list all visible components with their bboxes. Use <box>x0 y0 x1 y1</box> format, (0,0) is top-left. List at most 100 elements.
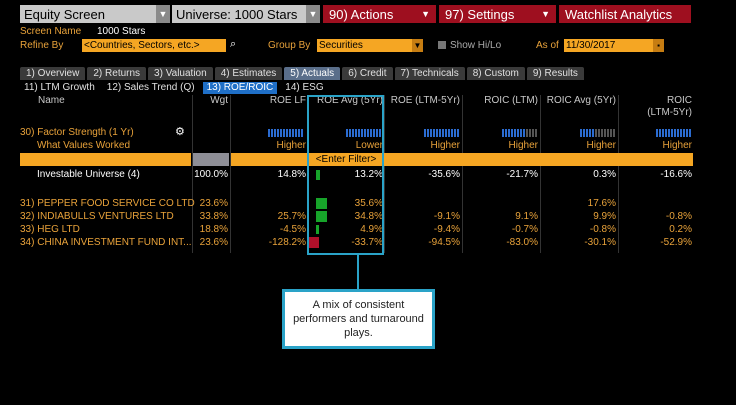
tab-technicals[interactable]: 7) Technicals <box>394 67 465 80</box>
filter-bar-values[interactable] <box>231 153 693 166</box>
callout-connector <box>357 255 359 289</box>
universe-name: Investable Universe (4) <box>37 169 140 180</box>
actions-label: 90) Actions <box>329 6 394 22</box>
enter-filter-field[interactable]: <Enter Filter> <box>315 154 377 165</box>
security-name[interactable]: 33) HEG LTD <box>20 224 80 235</box>
universe-roe-avg-bar <box>316 170 320 180</box>
table-row[interactable]: 31) PEPPER FOOD SERVICE CO LTD 23.6% 35.… <box>20 197 720 210</box>
universe-field[interactable]: Universe: 1000 Stars ▼ <box>172 5 320 23</box>
header-roic-ltm5[interactable]: ROIC (LTM-5Yr) <box>620 95 692 125</box>
tab-credit[interactable]: 6) Credit <box>342 67 393 80</box>
header-roe-ltm5[interactable]: ROE (LTM-5Yr) <box>390 95 460 106</box>
show-hilo-label: Show Hi/Lo <box>450 40 502 51</box>
tab-estimates[interactable]: 4) Estimates <box>214 67 283 80</box>
table-row[interactable]: 32) INDIABULLS VENTURES LTD 33.8% 25.7% … <box>20 210 720 223</box>
group-by-label: Group By <box>268 40 311 51</box>
screen-title: Equity Screen <box>24 6 105 22</box>
header-roic-avg[interactable]: ROIC Avg (5Yr) <box>546 95 616 106</box>
screen-title-field[interactable]: Equity Screen ▼ <box>20 5 170 23</box>
security-roic-ltm5: 0.2% <box>669 224 692 235</box>
tab-actuals[interactable]: 5) Actuals <box>284 67 341 80</box>
factor-strength-label[interactable]: 30) Factor Strength (1 Yr) <box>20 127 134 138</box>
header-roic-ltm5-line2: (LTM-5Yr) <box>647 107 692 118</box>
factor-bars-roic-avg <box>580 128 616 137</box>
search-icon[interactable]: ⌕ <box>230 38 237 50</box>
factor-strength-row: 30) Factor Strength (1 Yr) ⚙ <box>20 126 720 139</box>
security-roe-ltm5: -94.5% <box>428 237 460 248</box>
callout-box: A mix of consistent performers and turna… <box>282 289 435 349</box>
filter-bar-name[interactable] <box>20 153 191 166</box>
security-roe-avg: -33.7% <box>351 237 383 248</box>
group-by-value: Securities <box>319 40 363 51</box>
caret-down-icon: ▼ <box>541 9 550 19</box>
calendar-icon[interactable]: ▪ <box>653 39 664 52</box>
header-name[interactable]: Name <box>38 95 65 106</box>
security-name[interactable]: 32) INDIABULLS VENTURES LTD <box>20 211 174 222</box>
subtab-roe-roic[interactable]: 13) ROE/ROIC <box>202 82 278 94</box>
roe-avg-direction: Lower <box>355 140 383 151</box>
refine-by-field[interactable]: <Countries, Sectors, etc.> <box>82 39 226 52</box>
as-of-value: 11/30/2017 <box>566 40 616 51</box>
universe-roe-avg: 13.2% <box>354 169 383 180</box>
column-divider <box>462 95 463 253</box>
roe-avg-bar <box>316 211 327 222</box>
tab-results[interactable]: 9) Results <box>526 67 584 80</box>
tab-overview[interactable]: 1) Overview <box>20 67 86 80</box>
header-roic-ltm5-line1: ROIC <box>667 95 692 106</box>
subtab-ltm-growth[interactable]: 11) LTM Growth <box>24 82 95 93</box>
tab-valuation[interactable]: 3) Valuation <box>148 67 213 80</box>
watchlist-analytics-button[interactable]: Watchlist Analytics <box>559 5 691 23</box>
security-roe-ltm5: -9.1% <box>433 211 460 222</box>
gear-icon[interactable]: ⚙ <box>175 126 185 138</box>
header-wgt[interactable]: Wgt <box>210 95 228 106</box>
security-roic-ltm: -83.0% <box>506 237 538 248</box>
header-roe-lf[interactable]: ROE LF <box>269 95 306 106</box>
dropdown-arrow-icon[interactable]: ▼ <box>156 5 170 23</box>
roe-avg-bar <box>316 198 327 209</box>
universe-roic-avg: 0.3% <box>593 169 616 180</box>
dropdown-arrow-icon[interactable]: ▼ <box>412 39 423 52</box>
table-row[interactable]: 34) CHINA INVESTMENT FUND INT... 23.6% -… <box>20 236 720 249</box>
caret-down-icon: ▼ <box>421 9 430 19</box>
dropdown-arrow-icon[interactable]: ▼ <box>306 5 320 23</box>
roe-ltm5-direction: Higher <box>430 140 460 151</box>
show-hilo-checkbox[interactable] <box>438 41 446 49</box>
column-divider <box>192 95 193 253</box>
actions-menu[interactable]: 90) Actions ▼ <box>323 5 436 23</box>
as-of-date-field[interactable]: 11/30/2017 ▪ <box>564 39 664 52</box>
security-roic-avg: -0.8% <box>589 224 616 235</box>
column-divider <box>384 95 385 253</box>
security-roe-lf: -128.2% <box>268 237 306 248</box>
roe-lf-direction: Higher <box>276 140 306 151</box>
refine-by-label: Refine By <box>20 40 64 51</box>
security-name[interactable]: 34) CHINA INVESTMENT FUND INT... <box>20 237 192 248</box>
filter-bar-wgt[interactable] <box>193 153 229 166</box>
tab-returns[interactable]: 2) Returns <box>87 67 147 80</box>
security-roic-ltm: 9.1% <box>515 211 538 222</box>
watchlist-label: Watchlist Analytics <box>565 6 673 22</box>
factor-bars-roe-ltm5 <box>424 128 460 137</box>
factor-bars-roe-lf <box>268 128 304 137</box>
subtab-sales-trend[interactable]: 12) Sales Trend (Q) <box>106 82 195 93</box>
investable-universe-row[interactable]: Investable Universe (4) 100.0% 14.8% 13.… <box>20 168 720 181</box>
security-roe-lf: 25.7% <box>277 211 306 222</box>
security-roic-ltm5: -0.8% <box>665 211 692 222</box>
table-row[interactable]: 33) HEG LTD 18.8% -4.5% 4.9% -9.4% -0.7%… <box>20 223 720 236</box>
roic-ltm5-direction: Higher <box>662 140 692 151</box>
tab-custom[interactable]: 8) Custom <box>466 67 525 80</box>
settings-menu[interactable]: 97) Settings ▼ <box>439 5 556 23</box>
factor-bars-roe-avg <box>346 128 382 137</box>
security-wgt: 18.8% <box>199 224 228 235</box>
security-name[interactable]: 31) PEPPER FOOD SERVICE CO LTD <box>20 198 195 209</box>
security-roic-avg: -30.1% <box>584 237 616 248</box>
as-of-label: As of <box>536 40 559 51</box>
subtab-esg[interactable]: 14) ESG <box>285 82 324 93</box>
security-wgt: 23.6% <box>199 198 228 209</box>
header-roic-ltm[interactable]: ROIC (LTM) <box>484 95 538 106</box>
security-roe-avg: 34.8% <box>354 211 383 222</box>
security-roic-avg: 9.9% <box>593 211 616 222</box>
group-by-field[interactable]: Securities ▼ <box>317 39 423 52</box>
header-roe-avg[interactable]: ROE Avg (5Yr) <box>317 95 383 106</box>
roic-ltm-direction: Higher <box>508 140 538 151</box>
screen-name-label: Screen Name <box>20 26 82 37</box>
